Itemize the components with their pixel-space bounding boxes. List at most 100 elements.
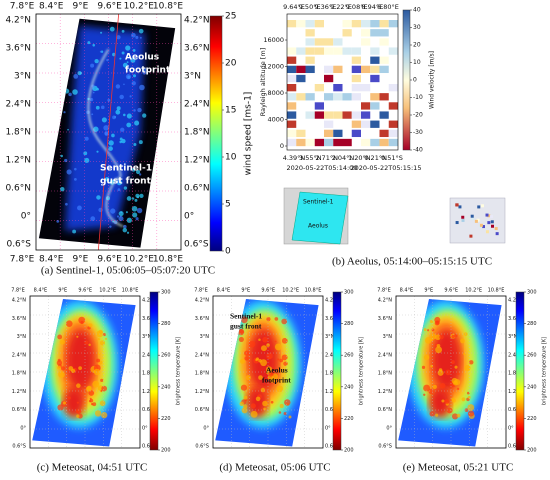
lat-label: 4.2°N xyxy=(184,16,210,26)
curtain-cell xyxy=(361,20,371,28)
y-tick-label: 4000 xyxy=(267,116,284,124)
inset-3d-cell xyxy=(487,214,491,218)
curtain-cell xyxy=(361,120,371,128)
cloud-cell xyxy=(283,412,287,416)
curtain-cell xyxy=(333,65,343,74)
lon-label: 9.6°E xyxy=(78,288,92,294)
lat-label: 1.8°N xyxy=(142,371,156,377)
curtain-cell xyxy=(351,56,361,64)
cloud-cell xyxy=(85,386,92,392)
speckle xyxy=(131,205,138,212)
cloud-cell xyxy=(266,317,271,322)
cloud-cell xyxy=(240,316,248,324)
cloud-cell xyxy=(105,337,108,340)
cloud-cell xyxy=(88,390,95,396)
speckle xyxy=(119,57,122,60)
speckle xyxy=(107,98,111,102)
cloud-cell xyxy=(444,399,450,405)
lon-label: 8.4°E xyxy=(34,288,48,294)
cloud-cell xyxy=(270,400,274,404)
curtain-cell xyxy=(388,138,398,147)
cloud-cell xyxy=(464,365,471,372)
lat-label: 3°N xyxy=(325,334,335,340)
cloud-cell xyxy=(58,371,65,378)
inset-3d-cell xyxy=(474,219,478,223)
speckle xyxy=(135,193,140,198)
speckle xyxy=(63,47,66,50)
lon-label: 9°E xyxy=(241,288,250,294)
speckle xyxy=(115,109,121,115)
curtain-cell xyxy=(333,93,343,101)
inset-3d-cell xyxy=(487,221,491,225)
y-title: Rayleigh altitude [m] xyxy=(259,48,267,117)
curtain-cell xyxy=(324,47,334,55)
lat-label: 0.21°N xyxy=(364,154,387,162)
caption: (a) Sentinel-1, 05:06:05–05:07:20 UTC xyxy=(41,265,215,277)
curtain-cell xyxy=(305,93,315,101)
annotation: footprint xyxy=(262,376,291,385)
speckle xyxy=(123,186,128,190)
speckle xyxy=(134,120,140,126)
annotation: footprint xyxy=(125,66,171,76)
cloud-cell xyxy=(248,340,256,348)
cloud-cell xyxy=(451,334,455,339)
caption: (c) Meteosat, 04:51 UTC xyxy=(37,462,148,474)
curtain-cell xyxy=(296,129,306,138)
cloud-cell xyxy=(430,364,433,368)
speckle xyxy=(131,32,136,38)
speckle xyxy=(126,231,130,234)
lon-label: 10.8°E xyxy=(305,288,322,294)
curtain-cell xyxy=(370,120,380,128)
lat-label: 4.2°N xyxy=(325,298,339,304)
curtain-cell xyxy=(388,102,398,110)
colorbar-tick-label: -10 xyxy=(413,94,423,101)
curtain-cell xyxy=(379,65,389,74)
cloud-cell xyxy=(102,332,106,337)
curtain-cell xyxy=(379,111,389,119)
cloud-cell xyxy=(451,413,459,420)
cloud-cell xyxy=(456,413,461,418)
colorbar-tick-label: 10 xyxy=(413,59,421,66)
colorbar-tick-label: -30 xyxy=(413,129,423,136)
curtain-cell xyxy=(287,47,297,55)
cloud-cell xyxy=(76,414,80,418)
colorbar-tick-label: 20 xyxy=(413,42,421,49)
speckle xyxy=(116,179,121,184)
lat-label: 2.4°N xyxy=(325,352,339,358)
annotation: Aeolus xyxy=(266,366,288,375)
lat-label: 3°N xyxy=(184,72,201,82)
cloud-cell xyxy=(460,338,465,344)
speckle xyxy=(139,173,142,176)
speckle xyxy=(72,89,78,95)
cloud-cell xyxy=(278,411,282,414)
speckle xyxy=(123,83,125,86)
lon-label: 10.8°E xyxy=(153,2,184,12)
lat-label: 0.6°N xyxy=(508,407,522,413)
cloud-cell xyxy=(274,340,277,343)
lat-label: 1.2°N xyxy=(325,389,339,395)
cloud-cell xyxy=(65,320,73,327)
colorbar-tick-label: 15 xyxy=(225,106,236,116)
curtain-cell xyxy=(287,138,297,147)
curtain-cell xyxy=(379,20,389,28)
lon-label: 8.4°E xyxy=(39,2,64,12)
cloud-cell xyxy=(88,323,93,328)
cloud-cell xyxy=(70,368,76,373)
lat-label: 3°N xyxy=(383,334,393,340)
curtain-cell xyxy=(287,56,297,64)
cloud-cell xyxy=(450,360,455,365)
curtain-cell xyxy=(296,74,306,83)
cloud-cell xyxy=(57,358,61,362)
lat-label: 0.6°N xyxy=(5,184,31,194)
curtain-cell xyxy=(296,47,306,55)
speckle xyxy=(96,87,100,91)
colorbar-tick-label: -40 xyxy=(413,147,423,154)
speckle xyxy=(135,35,139,39)
cloud-cell xyxy=(435,334,441,341)
curtain-cell xyxy=(333,38,343,46)
curtain-cell xyxy=(333,138,343,147)
inset-label: Aeolus xyxy=(308,223,328,230)
lat-label: 0.6°S xyxy=(12,444,26,450)
lon-label: 8.80°E xyxy=(377,3,399,11)
